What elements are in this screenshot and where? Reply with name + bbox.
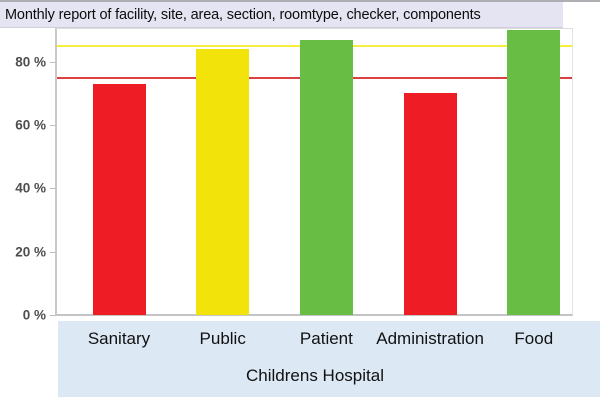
y-axis-tick-mark — [50, 251, 55, 253]
y-axis-tick-mark — [50, 315, 55, 316]
y-axis-tick-mark — [50, 61, 55, 63]
top-edge-line — [0, 0, 600, 2]
y-axis-tick-mark — [50, 125, 55, 127]
x-axis-category-label-patient: Patient — [299, 329, 353, 348]
chart-title: Monthly report of facility, site, area, … — [5, 6, 481, 23]
y-axis-tick-mark — [50, 188, 55, 190]
y-axis-tick-label: 60 % — [15, 117, 46, 133]
bar-patient — [299, 39, 353, 315]
x-axis-category-label-administration: Administration — [376, 329, 484, 348]
x-axis-category-label-sanitary: Sanitary — [87, 329, 151, 348]
chart-title-bar: Monthly report of facility, site, area, … — [0, 2, 563, 28]
x-axis-category-label-public: Public — [199, 329, 246, 348]
y-axis-tick-label: 0 % — [22, 307, 46, 323]
bar-administration — [403, 93, 457, 315]
y-axis-tick-label: 20 % — [15, 244, 46, 260]
y-axis-tick-label: 80 % — [15, 54, 46, 70]
bar-public — [196, 49, 250, 315]
bar-sanitary — [92, 83, 146, 315]
bar-food — [507, 30, 561, 315]
x-axis-panel — [58, 321, 600, 397]
x-axis-title: Childrens Hospital — [246, 366, 384, 385]
y-axis-tick-label: 40 % — [15, 180, 46, 196]
x-axis-category-label-food: Food — [514, 329, 554, 348]
